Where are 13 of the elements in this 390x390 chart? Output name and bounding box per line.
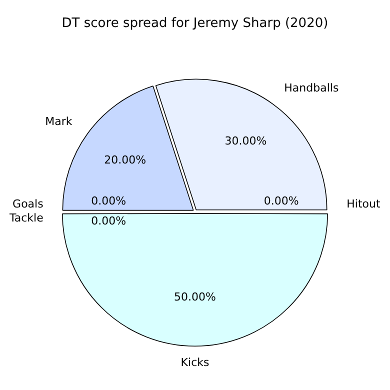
category-label: Hitout bbox=[346, 197, 380, 210]
data-label: 20.00% bbox=[104, 154, 146, 167]
data-label: 30.00% bbox=[224, 134, 267, 148]
slice-label: Kicks bbox=[180, 356, 210, 370]
text: 0.00% bbox=[264, 194, 299, 208]
slice-label: Handballs bbox=[284, 82, 339, 95]
category-label: Goals bbox=[12, 197, 44, 210]
slice-label: Mark bbox=[45, 115, 73, 128]
text: 0.00% bbox=[91, 194, 126, 208]
category-label: Tackle bbox=[9, 211, 44, 224]
chart-title: DT score spread for Jeremy Sharp (2020) bbox=[60, 16, 330, 31]
text: 0.00% bbox=[91, 214, 126, 228]
data-label: 50.00% bbox=[174, 290, 216, 304]
